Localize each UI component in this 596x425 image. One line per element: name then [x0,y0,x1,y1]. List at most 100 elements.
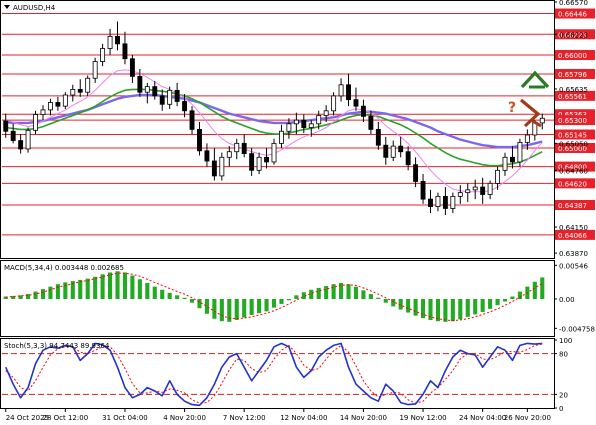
level-label: 0.64387 [558,202,587,210]
price-tick-label: 0.63870 [559,250,588,258]
macd-bar [339,282,344,299]
level-label: 0.64800 [558,164,587,172]
macd-bar [249,299,254,316]
candle-bull [25,129,31,150]
candle-bull [487,182,493,195]
time-tick-label: 19 Nov 12:00 [399,414,446,422]
macd-bar [212,299,217,319]
candle-bull [62,94,68,107]
stoch-signal-line [5,343,543,404]
candle-bull [331,95,337,112]
candle-bear [55,102,61,107]
level-label: 0.65000 [558,145,587,153]
candle-bull [167,89,173,105]
level-label-bg [555,29,595,40]
macd-bar [480,299,485,312]
macd-bar [33,291,38,299]
macd-bar [346,284,351,299]
candle-bear [174,89,180,102]
candle-bear [375,129,381,146]
candle-bull [47,102,53,111]
stoch-tick-label: 0 [559,405,563,413]
dropdown-triangle-icon[interactable] [4,5,10,9]
stoch-tick-label: 100 [559,337,572,345]
price-tick-label: 0.66223 [559,31,588,39]
macd-bar [167,292,172,299]
ma-slow-line [5,93,543,149]
arrow-down-tail-icon [530,118,542,128]
macd-label: MACD(5,34,4) 0.003448 0.002685 [4,264,124,272]
level-label-bg [555,8,595,19]
forecast-annotations: ? [508,70,550,128]
macd-bar [18,295,23,299]
candle-bear [115,36,120,45]
macd-bar [391,299,396,307]
stoch-tick-label: 80 [559,351,568,359]
candle-bull [316,115,322,125]
candle-bear [10,130,16,141]
macd-bar [517,291,522,299]
level-label-bg [555,68,595,79]
candle-bull [85,77,91,93]
level-label: 0.65145 [558,132,587,140]
candle-bull [338,84,344,97]
macd-bar [368,294,373,299]
macd-bar [309,289,314,299]
macd-bar [435,299,440,322]
candle-bear [159,95,165,105]
level-label-bg [555,50,595,61]
level-label-bg [555,109,595,120]
macd-bar [227,299,232,322]
time-tick-label: 31 Oct 04:00 [102,414,148,422]
candle-bear [189,110,195,130]
macd-bar [376,297,381,299]
arrow-down-icon [519,98,541,128]
candle-bull [256,156,262,171]
arrow-up-icon [520,70,550,89]
ma-mid-line [5,88,543,167]
candle-bear [211,160,217,177]
candle-bull [70,89,76,96]
candle-bear [413,164,419,182]
price-levels: 0.66446 0.66223 0.66000 0.65796 0.65561 0.653… [2,8,595,240]
candle-bull [144,86,150,93]
macd-bar [242,299,247,318]
macd-indicator: 0.00546 0.00 -0.004758 MACD(5,34,4) 0.00344… [3,262,595,333]
macd-bar [473,299,478,315]
stoch-panel-frame [0,338,555,409]
price-axis: 0.66570 0.66223 0.65635 0.65050 0.64760 0.641… [554,0,588,258]
candle-bull [219,156,225,177]
candle-bear [264,156,269,163]
macd-bar [398,299,403,310]
candle-bull [517,142,523,163]
macd-bar [122,272,128,299]
macd-bar [428,299,433,320]
macd-bar [294,295,299,299]
candle-bear [137,75,143,93]
level-label: 0.64066 [558,232,587,240]
macd-bar [257,299,262,314]
macd-bar [115,271,120,299]
time-tick-label: 4 Nov 20:00 [163,414,206,422]
time-tick-label: 14 Nov 20:00 [340,414,387,422]
candle-bull [226,151,232,158]
macd-bar [413,299,418,316]
level-label: 0.66223 [558,31,587,39]
price-tick-label: 0.65635 [559,86,588,94]
macd-bar [286,299,291,301]
macd-bar [93,276,98,299]
candle-bull [293,119,299,125]
level-label: 0.65796 [558,71,587,79]
candle-bull [234,142,240,153]
candle-bear [510,156,515,163]
candle-bear [249,153,255,171]
candle-bear [301,119,307,128]
macd-bar [406,299,411,313]
candle-bear [346,84,351,101]
macd-bar [316,287,321,299]
candle-bull [271,142,277,163]
macd-bar [152,286,157,299]
candle-bear [368,115,374,130]
